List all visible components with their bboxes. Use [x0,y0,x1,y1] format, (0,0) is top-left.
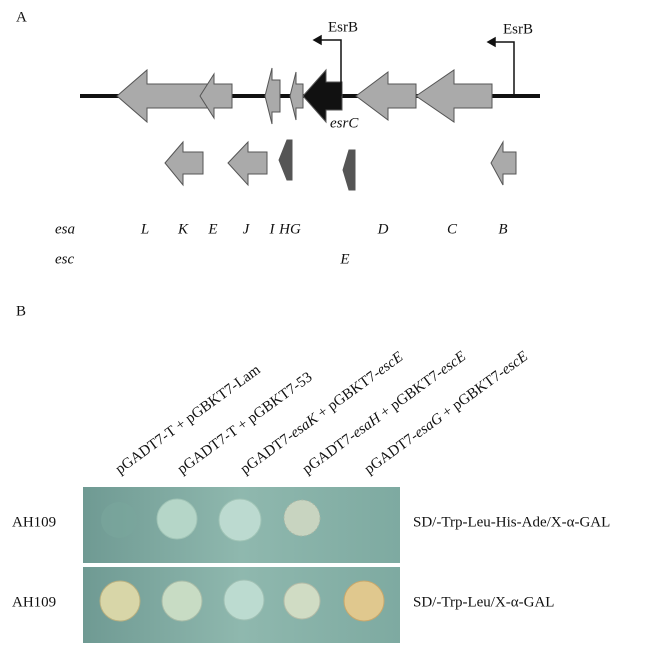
label-part: pGADT7- [238,429,297,478]
gene-arrows [117,68,516,190]
gene-letter: E [339,251,349,267]
gene-letter: I [269,221,276,237]
panel-label: B [16,303,26,319]
figure: A EsrB EsrB esrC esa L K E J IHG D C Besc E B [0,0,652,645]
promoter-label: EsrB [503,21,533,37]
gene-letter: HG [278,221,301,237]
gene-letter: B [498,221,507,237]
medium-label: SD/-Trp-Leu/X-α-GAL [413,594,554,610]
label-part: pGADT7- [300,429,359,478]
medium-label: SD/-Trp-Leu-His-Ade/X-α-GAL [413,514,610,530]
strain-label: AH109 [12,594,56,610]
panel-label: A [16,9,27,25]
label-part: pGADT7- [362,429,421,478]
gene-letter: C [447,221,458,237]
gene-letter: K [177,221,189,237]
strain-label: AH109 [12,514,56,530]
promoter-label: EsrB [328,19,358,35]
row-name: esc [55,251,74,267]
gene-letter: L [140,221,149,237]
row-name: esa [55,221,75,237]
gene-label: esrC [330,115,359,131]
gene-letter: J [243,221,251,237]
gene-letter: E [207,221,217,237]
gene-letter: D [377,221,389,237]
